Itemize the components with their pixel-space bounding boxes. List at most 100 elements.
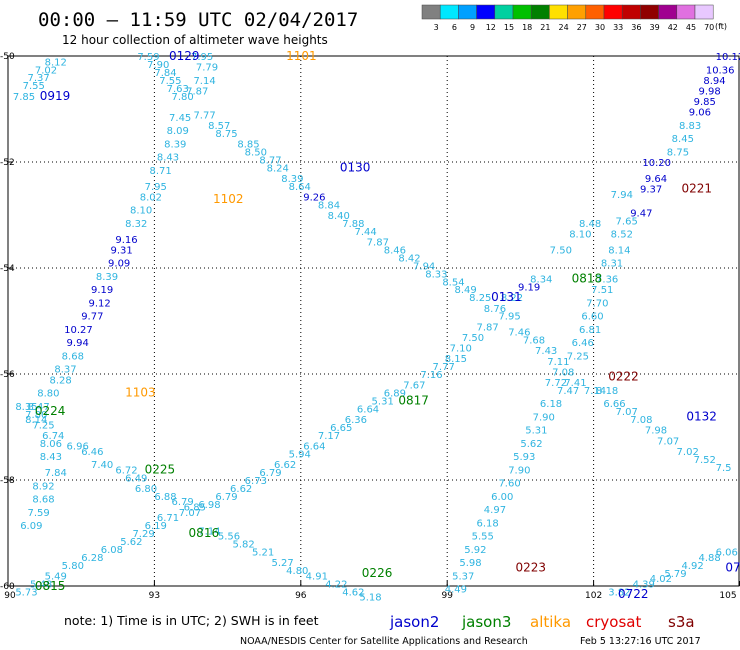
swh-value: 8.06 (40, 439, 62, 450)
swh-value: 9.19 (91, 285, 113, 296)
pass-time-label: 0224 (35, 404, 66, 418)
swh-value: 8.80 (37, 389, 59, 400)
swh-value: 8.40 (328, 211, 350, 222)
colorbar-tick-label: 33 (613, 23, 623, 32)
swh-value: 7.87 (367, 238, 389, 249)
swh-value: 7.94 (611, 190, 633, 201)
footer-credit: NOAA/NESDIS Center for Satellite Applica… (240, 636, 528, 647)
swh-value: 7.65 (616, 216, 638, 227)
swh-value: 8.84 (318, 200, 340, 211)
swh-value: 7.95 (145, 182, 167, 193)
swh-value: 10.36 (706, 65, 735, 76)
swh-value: 7.87 (186, 86, 208, 97)
swh-value: 9.19 (518, 283, 540, 294)
swh-value: 6.18 (540, 399, 562, 410)
pass-time-label: 1101 (286, 49, 317, 63)
swh-value: 8.25 (469, 293, 491, 304)
y-tick-label: -50 (0, 52, 15, 62)
y-tick-label: -60 (0, 582, 15, 592)
swh-value: 8.33 (425, 269, 447, 280)
swh-value: 9.09 (108, 259, 130, 270)
swh-value: 8.10 (130, 206, 152, 217)
pass-time-label: 0722 (725, 560, 740, 574)
colorbar-tick-label: 6 (452, 23, 457, 32)
swh-value: 8.83 (679, 121, 701, 132)
swh-value: 8.45 (672, 134, 694, 145)
pass-time-label: 0817 (398, 394, 429, 408)
swh-value: 4.02 (650, 574, 672, 585)
swh-value: 7.80 (25, 410, 47, 421)
swh-value: 8.43 (40, 452, 62, 463)
colorbar-tick-label: 18 (522, 23, 532, 32)
swh-value: 6.06 (716, 548, 738, 559)
swh-value: 8.15 (445, 354, 467, 365)
swh-value: 7.68 (523, 336, 545, 347)
swh-value: 7.70 (586, 298, 608, 309)
swh-value: 9.16 (115, 235, 137, 246)
pass-time-label: 0815 (35, 579, 66, 593)
swh-value: 7.55 (159, 76, 181, 87)
swh-value: 8.35 (15, 402, 37, 413)
swh-value: 7.55 (23, 81, 45, 92)
swh-value: 8.43 (157, 153, 179, 164)
chart-subtitle: 12 hour collection of altimeter wave hei… (62, 33, 328, 47)
swh-value: 9.47 (630, 208, 652, 219)
swh-value: 10.20 (642, 158, 671, 169)
swh-value: 4.88 (699, 553, 721, 564)
axis-ticks: 90 93 96 99 102 105 -50 -52 -54 -56 -58 -60 (0, 52, 740, 601)
swh-value: 7.14 (198, 526, 220, 537)
swh-value: 7.50 (550, 245, 572, 256)
swh-value: 9.64 (645, 174, 667, 185)
swh-value: 7.77 (433, 362, 455, 373)
swh-value: 8.14 (608, 245, 630, 256)
swh-value: 7.45 (169, 113, 191, 124)
swh-value: 7.72 (545, 378, 567, 389)
swh-value: 7.90 (508, 465, 530, 476)
swh-value: 7.02 (35, 65, 57, 76)
swh-value: 8.68 (62, 351, 84, 362)
x-tick-label: 90 (4, 591, 16, 601)
colorbar-swatch (439, 4, 459, 20)
pass-time-label: 0919 (40, 89, 71, 103)
colorbar-tick-label: 39 (650, 23, 660, 32)
swh-value: 7.59 (28, 508, 50, 519)
swh-value: 5.62 (120, 537, 142, 548)
colorbar-tick-label: 3 (434, 23, 439, 32)
swh-value: 7.10 (450, 344, 472, 355)
swh-value: 6.28 (81, 553, 103, 564)
colorbar-tick-label: 70 (704, 23, 714, 32)
swh-value: 6.88 (154, 492, 176, 503)
plot-frame (7, 55, 740, 587)
swh-value: 6.00 (491, 492, 513, 503)
swh-value: 7.16 (420, 370, 442, 381)
swh-value: 8.46 (384, 245, 406, 256)
swh-value: 6.36 (345, 415, 367, 426)
pass-time-label: 0226 (362, 566, 393, 580)
swh-value: 8.68 (32, 495, 54, 506)
swh-value: 7.84 (154, 68, 176, 79)
swh-value: 8.75 (667, 147, 689, 158)
swh-value: 7.17 (318, 431, 340, 442)
swh-value: 5.49 (45, 571, 67, 582)
swh-value: 6.62 (274, 460, 296, 471)
swh-value: 7.07 (657, 436, 679, 447)
mission-label-s3a: s3a (668, 613, 695, 631)
pass-time-label: 0131 (491, 290, 522, 304)
swh-value: 6.65 (330, 423, 352, 434)
swh-value: 7.11 (547, 357, 569, 368)
swh-value: 9.26 (303, 192, 325, 203)
pass-time-label: 0818 (572, 272, 603, 286)
mission-label-jason2: jason2 (389, 613, 439, 631)
swh-value: 7.40 (91, 460, 113, 471)
swh-value: 8.31 (601, 259, 623, 270)
swh-value: 9.94 (67, 338, 89, 349)
colorbar-swatch (585, 4, 605, 20)
colorbar-tick-label: 24 (559, 23, 569, 32)
x-tick-label: 105 (719, 591, 736, 601)
swh-value: 7.90 (147, 60, 169, 71)
colorbar-tick-label: 9 (470, 23, 475, 32)
swh-value: 7.08 (630, 415, 652, 426)
colorbar-swatch (421, 4, 441, 20)
colorbar-swatch (476, 4, 496, 20)
pass-time-label: 0221 (681, 182, 712, 196)
